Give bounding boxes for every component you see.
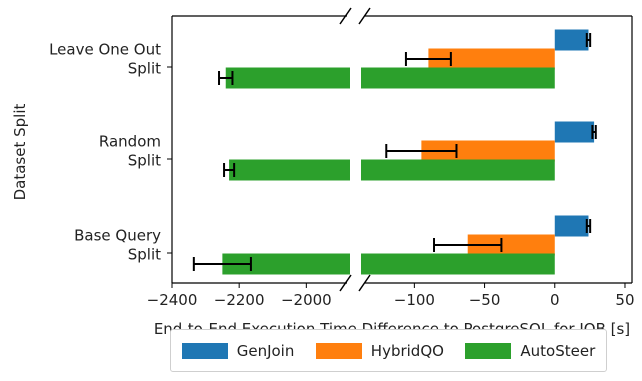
axis-break-mark-bottom-a — [339, 274, 352, 292]
chart-error-bars — [192, 33, 597, 271]
y-tick-label: Split — [128, 246, 161, 264]
bar-genjoin-1 — [554, 121, 595, 143]
bar-hybridqo-0 — [428, 48, 555, 70]
axis-break-mark-bottom-b — [358, 274, 371, 292]
y-tick-label: Split — [128, 60, 161, 78]
legend-item-hybridqo: HybridQO — [315, 341, 444, 360]
x-tick-label: −100 — [394, 291, 435, 309]
legend-item-genjoin: GenJoin — [181, 341, 295, 360]
x-tick-label: −2000 — [281, 291, 332, 309]
y-tick-label: Leave One Out — [49, 41, 161, 59]
bar-autosteer-1-right — [361, 159, 555, 181]
axis-break-mark-top-a — [339, 7, 352, 25]
bar-genjoin-2 — [554, 215, 589, 237]
x-tick-label: −2200 — [214, 291, 265, 309]
y-axis-label: Dataset Split — [11, 104, 29, 201]
x-tick-label: −2400 — [147, 291, 198, 309]
chart-bars — [222, 29, 595, 275]
y-tick-label: Random — [99, 133, 161, 151]
legend-item-autosteer: AutoSteer — [465, 342, 595, 360]
legend-swatch-hybridqo — [315, 342, 362, 359]
bar-genjoin-0 — [554, 29, 589, 51]
x-tick-label: 50 — [615, 291, 634, 309]
bar-hybridqo-2 — [467, 234, 555, 256]
x-tick-label: 0 — [550, 291, 560, 309]
bar-autosteer-2-right — [361, 253, 555, 275]
legend-swatch-autosteer — [465, 342, 512, 359]
legend-label-autosteer: AutoSteer — [520, 341, 596, 360]
axis-break-mark-top-b — [358, 7, 371, 25]
y-tick-label: Base Query — [74, 227, 161, 245]
chart-axes — [167, 7, 633, 292]
y-tick-label: Split — [128, 152, 161, 170]
x-tick-label: −50 — [469, 291, 501, 309]
bar-autosteer-0-right — [361, 67, 555, 89]
bar-autosteer-2 — [222, 253, 350, 275]
bar-hybridqo-1 — [421, 140, 555, 162]
bar-autosteer-1 — [229, 159, 350, 181]
legend-label-genjoin: GenJoin — [236, 341, 295, 360]
legend-label-hybridqo: HybridQO — [370, 341, 444, 360]
chart-legend: GenJoin HybridQO AutoSteer — [170, 329, 607, 372]
bar-autosteer-0 — [225, 67, 350, 89]
legend-swatch-genjoin — [181, 342, 228, 359]
